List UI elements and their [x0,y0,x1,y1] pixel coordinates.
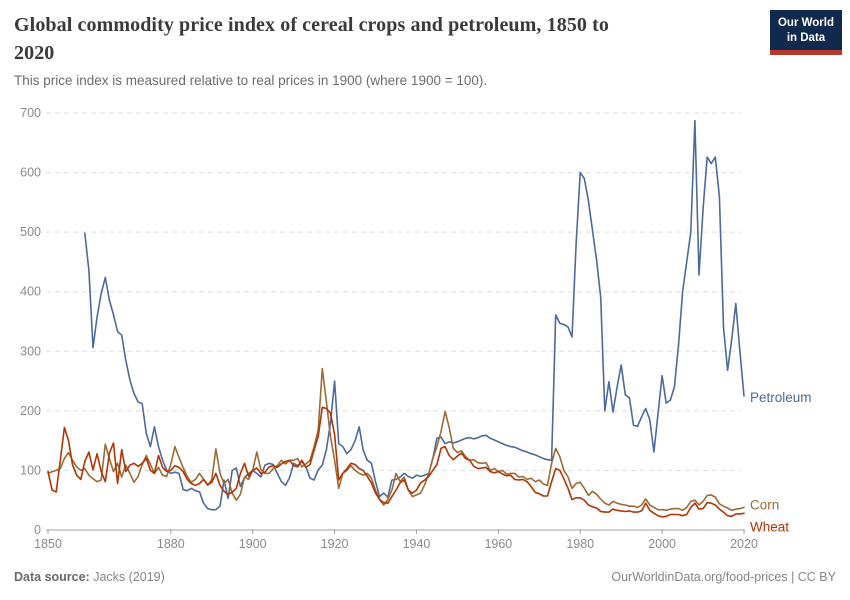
series-label-wheat: Wheat [750,519,789,534]
data-source-note: Data source: Jacks (2019) [14,570,165,584]
y-tick-label-100: 100 [20,463,41,477]
x-tick-label-1920: 1920 [321,537,349,551]
y-tick-label-600: 600 [20,166,41,180]
y-tick-label-400: 400 [20,285,41,299]
x-tick-label-1850: 1850 [34,537,62,551]
data-source-value: Jacks (2019) [89,570,165,584]
owid-logo[interactable]: Our World in Data [770,10,842,55]
y-tick-label-500: 500 [20,225,41,239]
chart-title-line2: 2020 [14,42,55,65]
petroleum-series-line [84,119,745,511]
x-tick-label-1980: 1980 [566,537,594,551]
owid-logo-line1: Our World [777,17,834,29]
y-tick-label-0: 0 [34,523,41,537]
x-tick-label-2000: 2000 [648,537,676,551]
y-tick-label-700: 700 [20,106,41,120]
chart-title-line1: Global commodity price index of cereal c… [14,14,609,36]
wheat-series-line [47,406,745,518]
x-tick-label-1880: 1880 [157,537,185,551]
data-source-label: Data source: [14,570,90,584]
credit-link[interactable]: OurWorldinData.org/food-prices | CC BY [611,570,836,584]
y-tick-label-200: 200 [20,404,41,418]
x-tick-label-2020: 2020 [730,537,758,551]
owid-logo-line2: in Data [786,31,826,44]
chart-subtitle: This price index is measured relative to… [14,73,488,88]
x-tick-label-1900: 1900 [239,537,267,551]
y-tick-label-300: 300 [20,344,41,358]
x-tick-label-1940: 1940 [403,537,431,551]
series-label-petroleum: Petroleum [750,390,812,405]
x-tick-label-1960: 1960 [484,537,512,551]
chart-title: Global commodity price index of cereal c… [14,11,759,68]
series-label-corn: Corn [750,497,779,512]
corn-series-line [47,367,745,512]
